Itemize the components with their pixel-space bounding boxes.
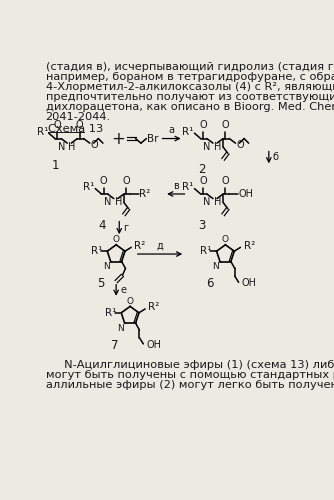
Text: 1: 1: [52, 158, 59, 172]
Text: R¹: R¹: [83, 182, 95, 192]
Text: дихлорацетона, как описано в Bioorg. Med. Chem. Lett., (2000), т. 10(17), сс.: дихлорацетона, как описано в Bioorg. Med…: [46, 102, 334, 113]
Text: R²: R²: [134, 241, 146, 251]
Text: предпочтительно получают из соответствующих алкилкарбоксамидов и 1,3-: предпочтительно получают из соответствую…: [46, 92, 334, 102]
Text: 3: 3: [198, 218, 205, 232]
Text: N-Ацилглициновые эфиры (1) (схема 13) либо коммерчески доступны, либо: N-Ацилглициновые эфиры (1) (схема 13) ли…: [46, 360, 334, 370]
Text: O: O: [222, 235, 229, 244]
Text: N: N: [212, 262, 219, 272]
Text: R²: R²: [139, 189, 151, 199]
Text: O: O: [199, 120, 207, 130]
Text: N: N: [203, 142, 211, 152]
Text: O: O: [91, 140, 98, 150]
Text: г: г: [123, 223, 128, 233]
Text: R¹: R¹: [182, 182, 194, 192]
Text: N: N: [104, 198, 112, 207]
Text: OH: OH: [238, 189, 254, 199]
Text: R¹: R¹: [91, 246, 102, 256]
Text: в: в: [173, 181, 179, 191]
Text: д: д: [157, 241, 163, 251]
Text: (стадия в), исчерпывающий гидролиз (стадия г) и восстановление (стадия д),: (стадия в), исчерпывающий гидролиз (стад…: [46, 62, 334, 72]
Text: R²: R²: [243, 241, 255, 251]
Text: 2041-2044.: 2041-2044.: [46, 112, 111, 122]
Text: 6: 6: [206, 277, 214, 290]
Text: например, бораном в тетрагидрофуране, с образованием построенных блоков (7).: например, бораном в тетрагидрофуране, с …: [46, 72, 334, 83]
Text: O: O: [199, 176, 207, 186]
Text: могут быть получены с помощью стандартных реакций N-ацилирования. Моно-: могут быть получены с помощью стандартны…: [46, 370, 334, 380]
Text: Схема 13: Схема 13: [48, 124, 103, 134]
Text: 4: 4: [99, 218, 106, 232]
Text: R¹: R¹: [105, 308, 116, 318]
Text: 7: 7: [111, 338, 118, 351]
Text: O: O: [123, 176, 130, 186]
Text: Br: Br: [147, 134, 159, 143]
Text: O: O: [222, 176, 229, 186]
Text: O: O: [222, 120, 229, 130]
Text: +: +: [111, 130, 125, 148]
Text: O: O: [53, 120, 61, 130]
Text: H: H: [68, 142, 75, 152]
Text: 4-Хлорметил-2-алкилоксазолы (4) с R², являющимся водородом,: 4-Хлорметил-2-алкилоксазолы (4) с R², яв…: [46, 82, 334, 92]
Text: H: H: [214, 198, 221, 207]
Text: O: O: [100, 176, 108, 186]
Text: 2: 2: [198, 163, 205, 176]
Text: е: е: [120, 285, 126, 295]
Text: H: H: [214, 142, 221, 152]
Text: N: N: [103, 262, 110, 272]
Text: б: б: [273, 152, 279, 162]
Text: H: H: [115, 198, 122, 207]
Text: OH: OH: [242, 278, 257, 288]
Text: O: O: [76, 120, 84, 130]
Text: N: N: [203, 198, 211, 207]
Text: O: O: [236, 140, 244, 150]
Text: N: N: [117, 324, 124, 333]
Text: аллильные эфиры (2) могут легко быть получены посредством двойной: аллильные эфиры (2) могут легко быть пол…: [46, 380, 334, 390]
Text: R¹: R¹: [200, 246, 211, 256]
Text: O: O: [127, 296, 134, 306]
Text: R²: R²: [148, 302, 160, 312]
Text: 5: 5: [97, 277, 104, 290]
Text: а: а: [169, 126, 175, 136]
Text: OH: OH: [146, 340, 161, 349]
Text: N: N: [58, 142, 65, 152]
Text: R¹: R¹: [182, 126, 194, 136]
Text: R¹: R¹: [37, 126, 48, 136]
Text: O: O: [113, 235, 120, 244]
